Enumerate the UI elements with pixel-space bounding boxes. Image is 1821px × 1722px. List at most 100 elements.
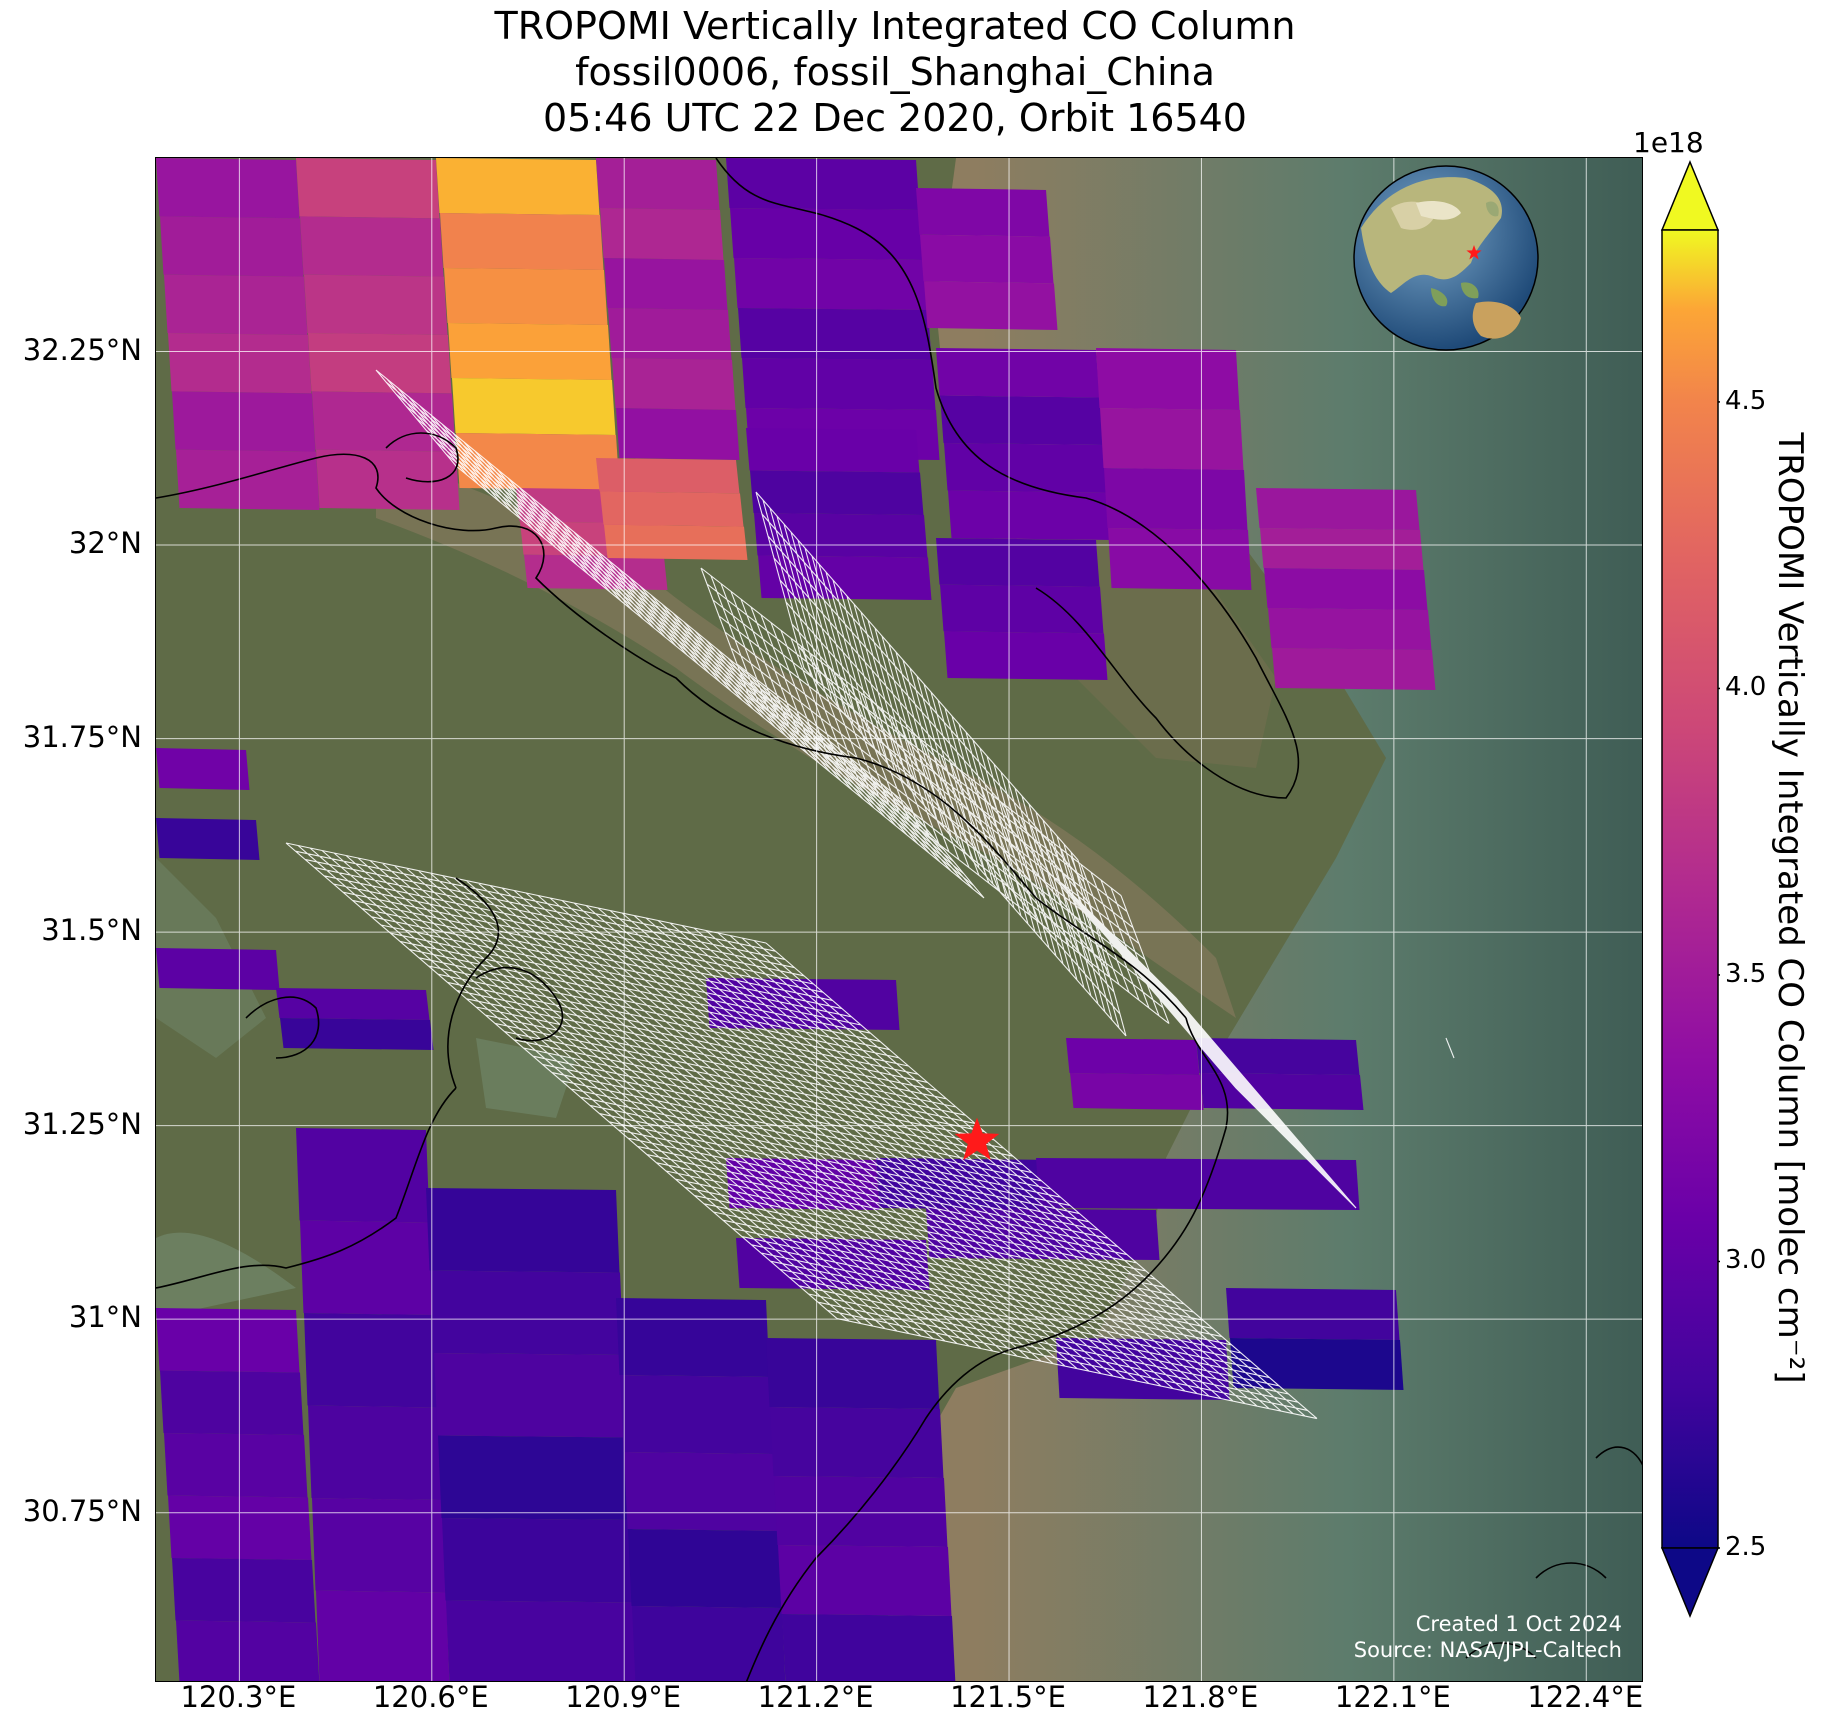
- co-pixel: [1226, 1288, 1400, 1340]
- co-pixel: [440, 213, 604, 270]
- co-pixel: [308, 333, 452, 394]
- co-pixel: [300, 1220, 434, 1315]
- co-pixel: [620, 1375, 774, 1454]
- co-pixel: [164, 1433, 308, 1498]
- co-pixel: [444, 268, 608, 325]
- co-pixel: [940, 395, 1104, 445]
- longitude-tick-label: 121.8°E: [1142, 1680, 1259, 1714]
- co-pixel: [276, 988, 430, 1020]
- co-pixel: [926, 1208, 1160, 1260]
- sounding-grid-east: [1055, 877, 1357, 1209]
- co-pixel: [456, 433, 620, 490]
- co-pixel: [1036, 1158, 1360, 1210]
- co-pixel: [452, 378, 616, 435]
- co-pixel: [774, 1476, 948, 1547]
- co-pixel: [1196, 1038, 1360, 1075]
- co-pixel: [734, 258, 928, 310]
- colorbar-tick-label: 4.5: [1725, 385, 1767, 416]
- co-pixel: [738, 308, 932, 360]
- co-pixel: [172, 391, 316, 452]
- longitude-tick-label: 120.6°E: [372, 1680, 489, 1714]
- co-pixel: [1100, 408, 1244, 470]
- longitude-tick-label: 122.1°E: [1334, 1680, 1451, 1714]
- longitude-tick-label: 121.5°E: [950, 1680, 1066, 1714]
- co-pixel: [1070, 1073, 1204, 1110]
- co-pixel: [438, 1435, 632, 1520]
- co-pixel: [916, 188, 1050, 237]
- co-pixel: [924, 281, 1058, 330]
- co-pixel: [730, 208, 924, 260]
- sounding-grid-offshore: [1445, 1037, 1455, 1059]
- co-pixel: [766, 1338, 940, 1409]
- co-pixel: [944, 631, 1108, 680]
- co-pixel: [446, 1600, 640, 1681]
- co-pixel: [1230, 1338, 1404, 1390]
- co-pixel: [300, 216, 444, 277]
- co-pixel: [616, 408, 740, 460]
- co-pixel: [736, 1238, 930, 1290]
- latitude-tick-label: 30.75°N: [22, 1493, 142, 1528]
- co-pixel: [176, 449, 320, 510]
- co-pixel: [1104, 468, 1248, 530]
- co-pixel: [304, 1313, 438, 1408]
- co-pixel: [600, 491, 744, 527]
- co-pixel: [160, 1370, 304, 1435]
- latitude-tick-label: 32°N: [68, 526, 142, 561]
- latitude-tick-label: 31°N: [68, 1300, 142, 1335]
- co-pixel: [948, 490, 1112, 540]
- co-pixel: [616, 1298, 770, 1377]
- co-pixel: [312, 1498, 446, 1593]
- co-pixel: [596, 158, 720, 210]
- co-pixel: [944, 443, 1108, 493]
- source-credit: Source: NASA/JPL-Caltech: [1353, 1638, 1622, 1662]
- co-pixel: [624, 1452, 778, 1531]
- co-pixel: [156, 748, 250, 790]
- co-pixel: [726, 158, 920, 210]
- co-pixel: [1096, 348, 1240, 410]
- created-credit: Created 1 Oct 2024: [1415, 1612, 1622, 1636]
- longitude-tick-label: 120.3°E: [180, 1680, 297, 1714]
- co-pixel: [754, 513, 928, 558]
- longitude-tick-label: 121.2°E: [757, 1680, 874, 1714]
- co-pixel: [304, 274, 448, 335]
- map-panel[interactable]: Created 1 Oct 2024 Source: NASA/JPL-Calt…: [155, 157, 1643, 1682]
- co-pixel: [604, 258, 728, 310]
- co-pixel: [782, 1614, 956, 1681]
- longitude-tick-label: 120.9°E: [565, 1680, 682, 1714]
- title-line-3: 05:46 UTC 22 Dec 2020, Orbit 16540: [543, 96, 1247, 140]
- co-pixel: [920, 234, 1054, 284]
- co-pixel: [1272, 648, 1436, 690]
- co-pixel: [750, 470, 924, 515]
- co-pixel: [1066, 1038, 1200, 1075]
- co-pixel: [280, 1018, 434, 1050]
- globe-icon: [1353, 165, 1539, 351]
- co-pixel: [316, 1590, 450, 1681]
- co-pixel: [296, 158, 440, 219]
- sounding-footprints: [285, 369, 1455, 1420]
- co-pixel: [430, 1270, 624, 1355]
- co-pixel: [426, 1188, 620, 1273]
- coastline: [156, 158, 1642, 1681]
- colorbar-tick-label: 3.0: [1725, 1245, 1767, 1276]
- co-pixel: [308, 1405, 442, 1500]
- co-pixel: [770, 1407, 944, 1478]
- target-star-icon: [954, 1117, 1000, 1161]
- co-pixel: [612, 358, 736, 410]
- co-pixel: [940, 584, 1104, 634]
- co-pixel: [746, 428, 920, 473]
- co-pixel: [1264, 568, 1428, 610]
- co-pixel: [176, 1620, 320, 1681]
- graticule: [156, 158, 1642, 1681]
- co-pixel: [600, 208, 724, 260]
- co-pixel: [604, 524, 748, 560]
- co-pixel: [442, 1518, 636, 1603]
- co-pixel: [312, 391, 456, 452]
- latitude-tick-label: 32.25°N: [22, 332, 142, 367]
- co-pixel: [296, 1128, 430, 1223]
- co-pixel: [936, 538, 1100, 587]
- co-pixel: [596, 458, 740, 494]
- map-canvas[interactable]: [156, 158, 1643, 1682]
- latitude-tick-label: 31.75°N: [22, 719, 142, 754]
- colorbar-tick-label: 4.0: [1725, 672, 1767, 703]
- co-pixel: [156, 1308, 300, 1373]
